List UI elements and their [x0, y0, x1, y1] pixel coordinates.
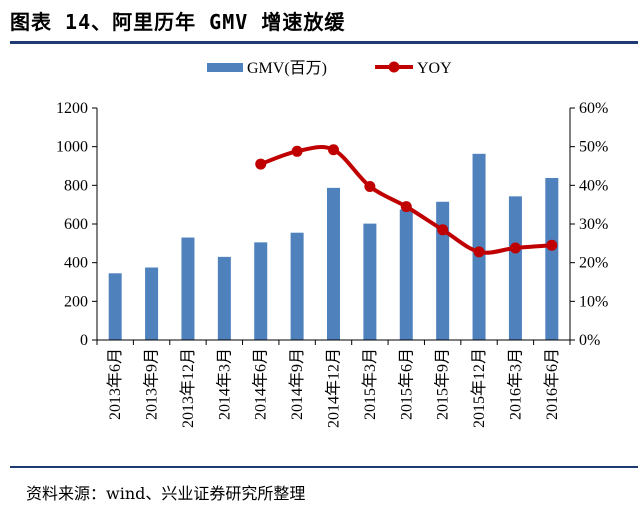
- yoy-point-7: [364, 180, 376, 192]
- right-tick-label-0: 0%: [579, 332, 600, 349]
- yoy-point-11: [509, 242, 521, 254]
- bar-3: [217, 256, 231, 340]
- bar-6: [327, 187, 340, 340]
- left-tick-label-4: 800: [64, 177, 88, 194]
- legend-bar-swatch: [207, 63, 243, 72]
- legend-bar-label: GMV(百万): [247, 60, 327, 77]
- x-tick-label-6: 2014年12月: [325, 348, 343, 428]
- x-tick-label-4: 2014年6月: [252, 348, 270, 420]
- x-tick-label-8: 2015年6月: [397, 348, 415, 420]
- bar-1: [145, 267, 159, 340]
- right-tick-label-5: 50%: [579, 139, 608, 156]
- legend-line-label: YOY: [417, 60, 452, 77]
- bar-12: [545, 177, 559, 340]
- bar-9: [436, 201, 450, 340]
- right-tick-label-4: 40%: [579, 177, 608, 194]
- yoy-line: [255, 144, 558, 258]
- x-tick-label-12: 2016年6月: [543, 348, 561, 420]
- yoy-point-6: [328, 144, 339, 156]
- yoy-point-8: [400, 201, 412, 213]
- legend: GMV(百万) YOY: [207, 60, 452, 77]
- right-tick-label-2: 20%: [579, 255, 608, 272]
- bar-4: [254, 242, 268, 340]
- left-tick-label-5: 1000: [56, 139, 88, 156]
- x-tick-label-7: 2015年3月: [361, 348, 379, 420]
- bar-5: [290, 232, 304, 340]
- figure-title: 图表 14、阿里历年 GMV 增速放缓: [10, 10, 346, 34]
- yoy-point-4: [255, 158, 267, 170]
- bar-2: [181, 237, 195, 340]
- left-tick-label-1: 200: [64, 293, 88, 310]
- left-tick-label-3: 600: [64, 216, 88, 233]
- legend-line-marker: [388, 61, 400, 73]
- x-tick-label-9: 2015年9月: [434, 348, 452, 420]
- yoy-point-5: [291, 145, 303, 157]
- source-note: 资料来源：wind、兴业证券研究所整理: [26, 484, 306, 503]
- left-tick-label-2: 400: [64, 255, 88, 272]
- yoy-point-9: [437, 224, 449, 236]
- left-tick-label-6: 1200: [56, 100, 88, 117]
- bar-0: [108, 273, 122, 340]
- x-tick-label-5: 2014年9月: [288, 348, 306, 420]
- source-rule: [10, 466, 638, 468]
- left-tick-label-0: 0: [80, 332, 88, 349]
- bars: [108, 153, 559, 340]
- bar-8: [399, 209, 413, 340]
- x-tick-label-2: 2013年12月: [179, 348, 197, 428]
- gmv-yoy-chart: GMV(百万) YOY 0 200 400 600 800 1000 1200 0% 10% 20%…: [56, 60, 608, 428]
- right-tick-label-1: 10%: [579, 293, 608, 310]
- bar-11: [508, 196, 522, 340]
- x-tick-label-10: 2015年12月: [470, 348, 488, 428]
- yoy-point-10: [473, 246, 485, 258]
- title-rule: [10, 41, 638, 44]
- yoy-point-12: [546, 239, 558, 251]
- right-tick-label-6: 60%: [579, 100, 608, 117]
- right-tick-label-3: 30%: [579, 216, 608, 233]
- x-tick-label-0: 2013年6月: [106, 348, 124, 420]
- bar-7: [363, 223, 377, 340]
- x-tick-label-11: 2016年3月: [506, 348, 524, 420]
- x-tick-label-1: 2013年9月: [143, 348, 161, 420]
- axes: 0 200 400 600 800 1000 1200 0% 10% 20% 30% 40% 50% 60…: [56, 100, 608, 428]
- x-tick-label-3: 2014年3月: [215, 348, 233, 420]
